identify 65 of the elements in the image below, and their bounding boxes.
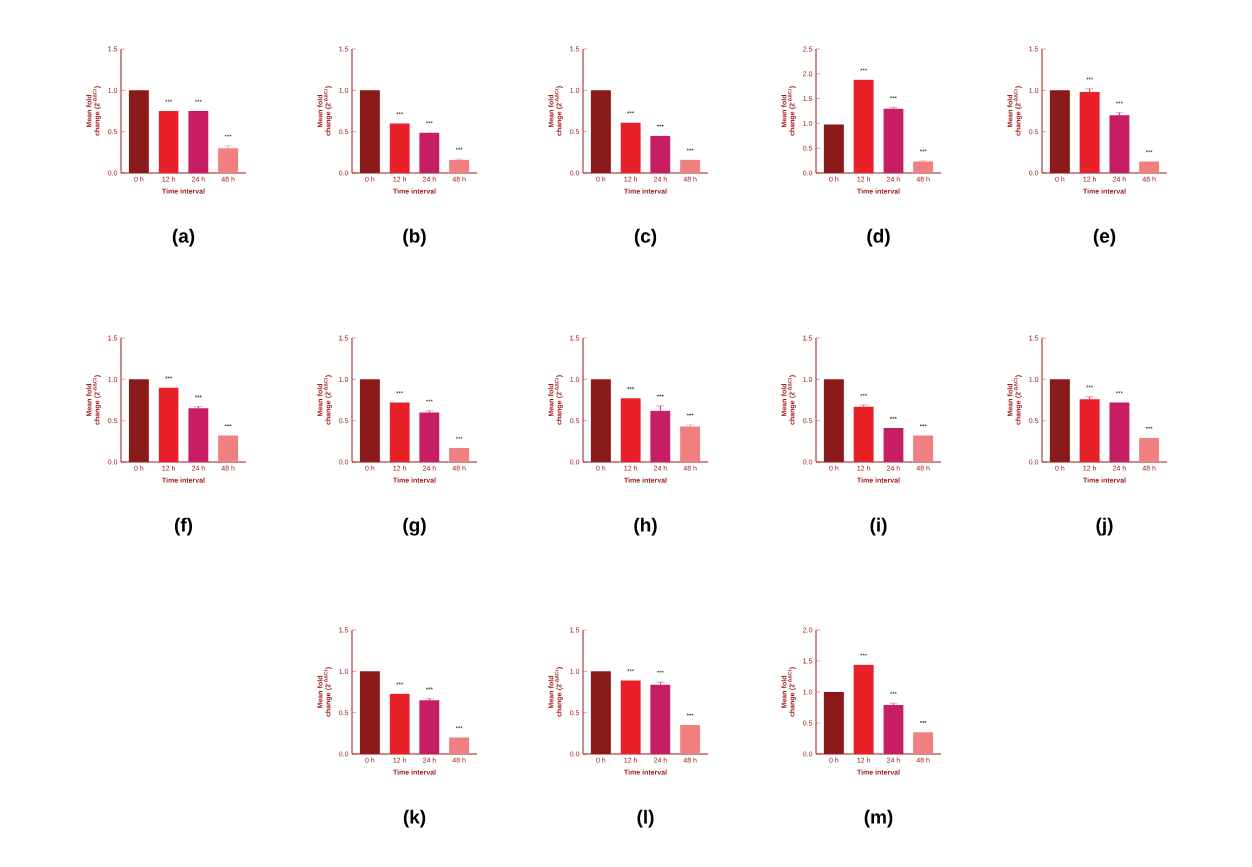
bar — [823, 692, 844, 755]
bar — [680, 159, 701, 173]
bar — [620, 680, 641, 755]
bar — [188, 111, 209, 173]
text: (l) — [637, 809, 654, 828]
bar — [913, 435, 934, 462]
bar — [188, 408, 209, 462]
bar — [449, 737, 470, 755]
bar — [680, 725, 701, 755]
text: (f) — [174, 517, 193, 536]
bar — [419, 132, 440, 173]
bar — [1079, 399, 1100, 462]
bar — [590, 379, 611, 462]
bar — [128, 379, 149, 462]
bar — [359, 379, 380, 462]
text: (b) — [403, 228, 426, 247]
bar — [1139, 161, 1160, 173]
bar — [158, 387, 179, 462]
bar — [620, 398, 641, 462]
bar — [389, 402, 410, 462]
bar — [359, 671, 380, 755]
bar — [883, 108, 904, 173]
bar — [218, 435, 239, 462]
bar — [913, 732, 934, 755]
text: (c) — [634, 228, 657, 247]
bar — [1049, 379, 1070, 462]
bar — [620, 122, 641, 173]
bar — [590, 90, 611, 173]
bar — [883, 705, 904, 755]
text: (a) — [172, 228, 195, 247]
bar — [853, 406, 874, 462]
bar — [650, 684, 671, 755]
bar — [389, 693, 410, 755]
text: (g) — [403, 517, 426, 536]
bar — [128, 90, 149, 173]
bar — [158, 111, 179, 173]
text: (k) — [403, 809, 426, 828]
bar — [419, 700, 440, 755]
text: (d) — [867, 228, 890, 247]
bar — [590, 671, 611, 755]
bar — [913, 161, 934, 173]
bar — [853, 79, 874, 173]
bar — [823, 124, 844, 173]
bar — [680, 426, 701, 462]
bar — [449, 447, 470, 462]
bar — [883, 428, 904, 462]
bar — [1049, 90, 1070, 173]
text: (h) — [634, 517, 657, 536]
bar — [1139, 438, 1160, 462]
bar — [419, 412, 440, 462]
bar — [1109, 115, 1130, 173]
bar — [1109, 402, 1130, 462]
bar — [389, 123, 410, 173]
bar — [650, 135, 671, 173]
bar — [218, 148, 239, 173]
text: (m) — [864, 809, 893, 828]
text: (e) — [1093, 228, 1116, 247]
bar — [1079, 91, 1100, 173]
bar — [823, 379, 844, 462]
bar — [650, 410, 671, 462]
bar — [449, 159, 470, 173]
bar — [359, 90, 380, 173]
text: (j) — [1096, 517, 1113, 536]
text: (i) — [870, 517, 887, 536]
bar — [853, 664, 874, 755]
